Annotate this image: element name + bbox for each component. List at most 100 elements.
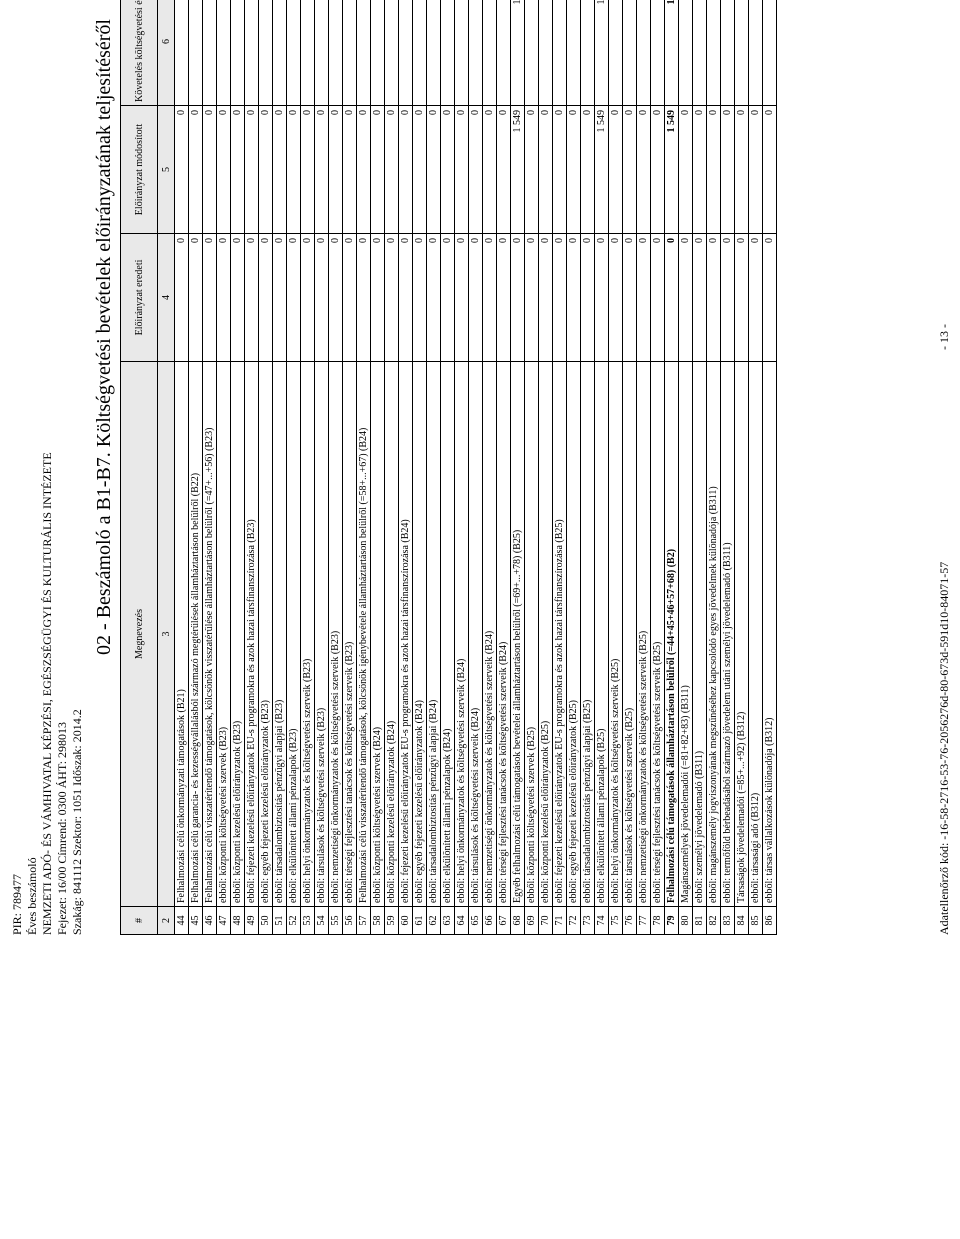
data-table: # Megnevezés Előirányzat eredeti Előirán… xyxy=(120,0,777,935)
cell-v4: 0 xyxy=(553,234,567,362)
row-name: Felhalmozási célú támogatások államházta… xyxy=(665,362,679,907)
cell-v6: 0 xyxy=(609,0,623,106)
cell-v4: 0 xyxy=(413,234,427,362)
row-name: ebből: egyéb fejezeti kezelésű előirányz… xyxy=(259,362,273,907)
cell-v5: 0 xyxy=(231,106,245,234)
cell-v4: 0 xyxy=(287,234,301,362)
cell-v4: 0 xyxy=(301,234,315,362)
footer-code: Adatellenőrző kód: -16-58-2716-53-76-205… xyxy=(937,562,952,935)
cell-v5: 0 xyxy=(707,106,721,234)
row-index: 61 xyxy=(413,907,427,935)
row-name: ebből: fejezeti kezelésű előirányzatok E… xyxy=(553,362,567,907)
row-index: 69 xyxy=(525,907,539,935)
cell-v4: 0 xyxy=(245,234,259,362)
cell-v4: 0 xyxy=(357,234,371,362)
cell-v5: 0 xyxy=(273,106,287,234)
table-row: 58ebből: központi költségvetési szervek … xyxy=(371,0,385,935)
table-row: 77ebből: nemzetiségi önkormányzatok és k… xyxy=(637,0,651,935)
cell-v6: 0 xyxy=(623,0,637,106)
row-index: 51 xyxy=(273,907,287,935)
col-name-header: Megnevezés xyxy=(121,362,158,907)
table-row: 53ebből: helyi önkormányzatok és költség… xyxy=(301,0,315,935)
cell-v5: 0 xyxy=(413,106,427,234)
row-name: ebből: társadalombiztosítás pénzügyi ala… xyxy=(581,362,595,907)
cell-v6: 0 xyxy=(455,0,469,106)
cell-v6: 0 xyxy=(539,0,553,106)
cell-v4: 0 xyxy=(721,234,735,362)
cell-v5: 0 xyxy=(217,106,231,234)
cell-v6: 0 xyxy=(469,0,483,106)
table-row: 66ebből: nemzetiségi önkormányzatok és k… xyxy=(483,0,497,935)
row-index: 81 xyxy=(693,907,707,935)
row-index: 79 xyxy=(665,907,679,935)
cell-v4: 0 xyxy=(595,234,609,362)
row-name: Felhalmozási célú visszatérítendő támoga… xyxy=(203,362,217,907)
cell-v6: 0 xyxy=(651,0,665,106)
cell-v6: 0 xyxy=(553,0,567,106)
table-row: 48ebből: központi kezelésű előirányzatok… xyxy=(231,0,245,935)
cell-v4: 0 xyxy=(343,234,357,362)
row-index: 55 xyxy=(329,907,343,935)
row-index: 77 xyxy=(637,907,651,935)
row-name: Felhalmozási célú garancia- és kezességv… xyxy=(189,362,203,907)
cell-v5: 0 xyxy=(287,106,301,234)
table-row: 86ebből: társas vállalkozások különadója… xyxy=(763,0,777,935)
row-index: 46 xyxy=(203,907,217,935)
cell-v5: 0 xyxy=(623,106,637,234)
row-index: 76 xyxy=(623,907,637,935)
cell-v6: 0 xyxy=(371,0,385,106)
row-index: 57 xyxy=(357,907,371,935)
table-row: 52ebből: elkülönített állami pénzalapok … xyxy=(287,0,301,935)
cell-v4: 0 xyxy=(665,234,679,362)
table-row: 57Felhalmozási célú visszatérítendő támo… xyxy=(357,0,371,935)
row-index: 65 xyxy=(469,907,483,935)
cell-v4: 0 xyxy=(455,234,469,362)
cell-v5: 0 xyxy=(259,106,273,234)
row-index: 59 xyxy=(385,907,399,935)
cell-v6: 0 xyxy=(567,0,581,106)
cell-v6: 0 xyxy=(357,0,371,106)
cell-v4: 0 xyxy=(315,234,329,362)
table-row: 59ebből: központi kezelésű előirányzatok… xyxy=(385,0,399,935)
cell-v4: 0 xyxy=(763,234,777,362)
cell-v4: 0 xyxy=(735,234,749,362)
colnum-name: 3 xyxy=(158,362,175,907)
row-index: 68 xyxy=(511,907,525,935)
row-name: ebből: személyi jövedelemadó (B311) xyxy=(693,362,707,907)
cell-v6: 0 xyxy=(329,0,343,106)
table-row: 61ebből: egyéb fejezeti kezelésű előirán… xyxy=(413,0,427,935)
footer: Adatellenőrző kód: -16-58-2716-53-76-205… xyxy=(937,0,952,935)
table-row: 85ebből: társasági adó (B312)00000 xyxy=(749,0,763,935)
table-row: 47ebből: központi költségvetési szervek … xyxy=(217,0,231,935)
cell-v6: 0 xyxy=(385,0,399,106)
cell-v5: 1 549 xyxy=(595,106,609,234)
cell-v4: 0 xyxy=(175,234,189,362)
row-index: 45 xyxy=(189,907,203,935)
row-index: 86 xyxy=(763,907,777,935)
cell-v6: 0 xyxy=(707,0,721,106)
row-index: 72 xyxy=(567,907,581,935)
row-name: ebből: fejezeti kezelésű előirányzatok E… xyxy=(245,362,259,907)
cell-v6: 0 xyxy=(399,0,413,106)
cell-v6: 0 xyxy=(693,0,707,106)
pir-line: PIR: 789477 xyxy=(10,0,25,935)
cell-v5: 0 xyxy=(245,106,259,234)
row-name: ebből: fejezeti kezelésű előirányzatok E… xyxy=(399,362,413,907)
row-name: ebből: központi kezelésű előirányzatok (… xyxy=(385,362,399,907)
row-index: 75 xyxy=(609,907,623,935)
table-row: 54ebből: társulások és költségvetési sze… xyxy=(315,0,329,935)
cell-v6: 0 xyxy=(749,0,763,106)
cell-v5: 0 xyxy=(567,106,581,234)
cell-v4: 0 xyxy=(469,234,483,362)
cell-v5: 0 xyxy=(357,106,371,234)
cell-v6: 0 xyxy=(441,0,455,106)
org-line: NEMZETI ADÓ- ÉS VÁMHIVATAL KÉPZÉSI, EGÉS… xyxy=(40,0,55,935)
table-row: 72ebből: egyéb fejezeti kezelésű előirán… xyxy=(567,0,581,935)
cell-v5: 0 xyxy=(735,106,749,234)
cell-v5: 1 549 xyxy=(511,106,525,234)
cell-v6: 0 xyxy=(343,0,357,106)
cell-v5: 0 xyxy=(371,106,385,234)
cell-v5: 0 xyxy=(483,106,497,234)
cell-v4: 0 xyxy=(511,234,525,362)
row-index: 52 xyxy=(287,907,301,935)
